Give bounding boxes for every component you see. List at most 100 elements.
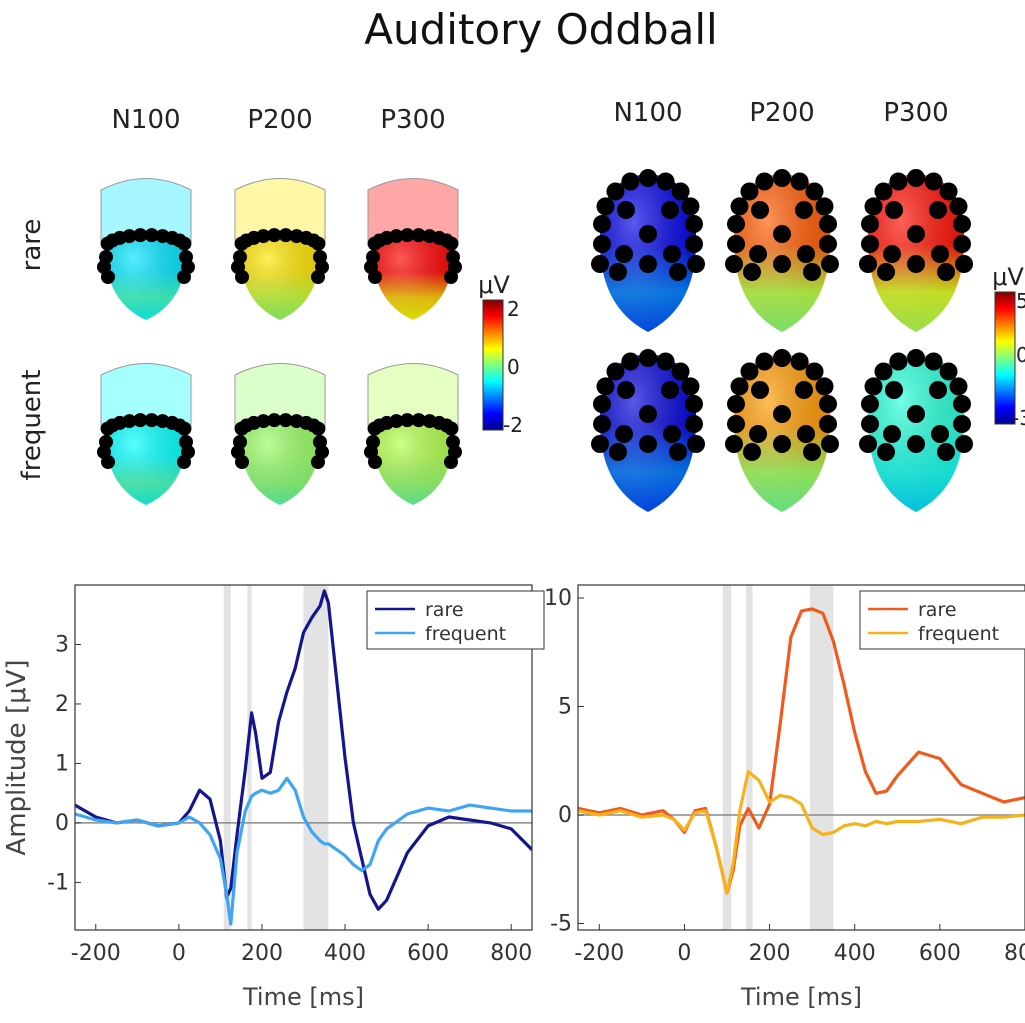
electrode-marker (821, 435, 839, 453)
x-tick-label: -200 (574, 941, 624, 966)
electrode-marker (931, 425, 949, 443)
electrode-marker (885, 201, 903, 219)
topo-left-rare-n100 (97, 178, 195, 320)
head-shading (239, 417, 321, 505)
topo-right-frequent-p300 (859, 349, 973, 512)
electrode-marker (743, 263, 761, 281)
x-tick-label: 600 (407, 941, 449, 966)
electrode-marker (805, 362, 824, 381)
electrode-marker (740, 362, 759, 381)
electrode-marker (609, 263, 627, 281)
electrode-marker (267, 228, 282, 243)
electrode-marker (755, 352, 774, 371)
electrode-marker (669, 263, 687, 281)
electrode-marker (949, 197, 968, 216)
electrode-marker (687, 255, 705, 273)
colorbar-left-unit: μV (478, 271, 510, 299)
electrode-marker (639, 225, 657, 243)
head-shading (105, 232, 187, 320)
time-window-shade (810, 585, 834, 930)
electrode-marker (953, 415, 971, 433)
electrode-marker (797, 245, 815, 263)
electrode-marker (267, 413, 282, 428)
electrode-marker (861, 395, 879, 413)
x-axis-label: Time [ms] (242, 983, 364, 1011)
electrode-marker (790, 172, 809, 191)
electrode-marker (727, 395, 745, 413)
electrode-marker (596, 197, 615, 216)
colorbar-right-tick-min: -3 (1012, 406, 1025, 430)
colorbar-right-tick-zero: 0 (1016, 343, 1025, 367)
electrode-marker (256, 414, 271, 429)
y-tick-label: 0 (558, 803, 572, 828)
electrode-marker (609, 443, 627, 461)
electrode-marker (815, 197, 834, 216)
left-header-n100: N100 (111, 105, 180, 135)
electrode-marker (929, 381, 947, 399)
electrode-marker (773, 225, 791, 243)
electrode-marker (797, 425, 815, 443)
electrode-marker (929, 201, 947, 219)
electrode-marker (955, 435, 973, 453)
colorbar-right: μV 5 0 -3 (992, 263, 1025, 430)
electrode-marker (883, 245, 901, 263)
electrode-marker (311, 236, 326, 251)
electrode-marker (773, 349, 791, 367)
head-cap-shell (367, 178, 459, 246)
electrode-marker (907, 225, 925, 243)
electrode-marker (725, 255, 743, 273)
electrode-marker (773, 169, 791, 187)
right-header-n100: N100 (613, 98, 682, 128)
electrode-marker (639, 435, 657, 453)
electrode-marker (861, 235, 879, 253)
legend-label-frequent: frequent (918, 623, 999, 645)
electrode-marker (621, 352, 640, 371)
topo-left-frequent-n100 (97, 363, 195, 505)
electrode-marker (819, 215, 837, 233)
x-tick-label: 800 (1004, 941, 1025, 966)
electrode-marker (444, 270, 458, 284)
electrode-marker (955, 255, 973, 273)
x-tick-label: 400 (834, 941, 876, 966)
topo-right-rare-p200 (725, 169, 839, 332)
electrode-marker (368, 270, 382, 284)
colorbar-left-tick-zero: 0 (507, 355, 520, 379)
electrode-marker (861, 215, 879, 233)
electrode-marker (615, 245, 633, 263)
electrode-marker (444, 455, 458, 469)
topo-left-frequent-p200 (231, 363, 329, 505)
y-tick-label: 5 (558, 695, 572, 720)
electrode-marker (400, 413, 415, 428)
electrode-marker (685, 415, 703, 433)
electrode-marker (400, 228, 415, 243)
topo-right-frequent-n100 (591, 349, 705, 512)
x-tick-label: 800 (490, 941, 532, 966)
electrode-marker (671, 362, 690, 381)
electrode-marker (877, 443, 895, 461)
electrode-marker (235, 455, 249, 469)
x-axis-label: Time [ms] (740, 983, 862, 1011)
electrode-marker (411, 413, 426, 428)
electrode-marker (819, 415, 837, 433)
axes-frame (577, 584, 1025, 931)
electrode-marker (730, 377, 749, 396)
time-window-shade (303, 585, 329, 930)
electrode-marker (177, 270, 191, 284)
electrode-marker (864, 377, 883, 396)
electrode-marker (773, 405, 791, 423)
electrode-marker (685, 215, 703, 233)
electrode-marker (727, 235, 745, 253)
left-header-p200: P200 (247, 105, 312, 135)
y-tick-label: 0 (55, 811, 69, 836)
electrode-marker (311, 421, 326, 436)
y-tick-label: 1 (55, 751, 69, 776)
electrode-marker (122, 229, 137, 244)
electrode-marker (953, 235, 971, 253)
electrode-marker (122, 414, 137, 429)
electrode-marker (606, 362, 625, 381)
legend-label-frequent: frequent (425, 623, 506, 645)
electrode-marker (606, 182, 625, 201)
electrode-marker (819, 395, 837, 413)
